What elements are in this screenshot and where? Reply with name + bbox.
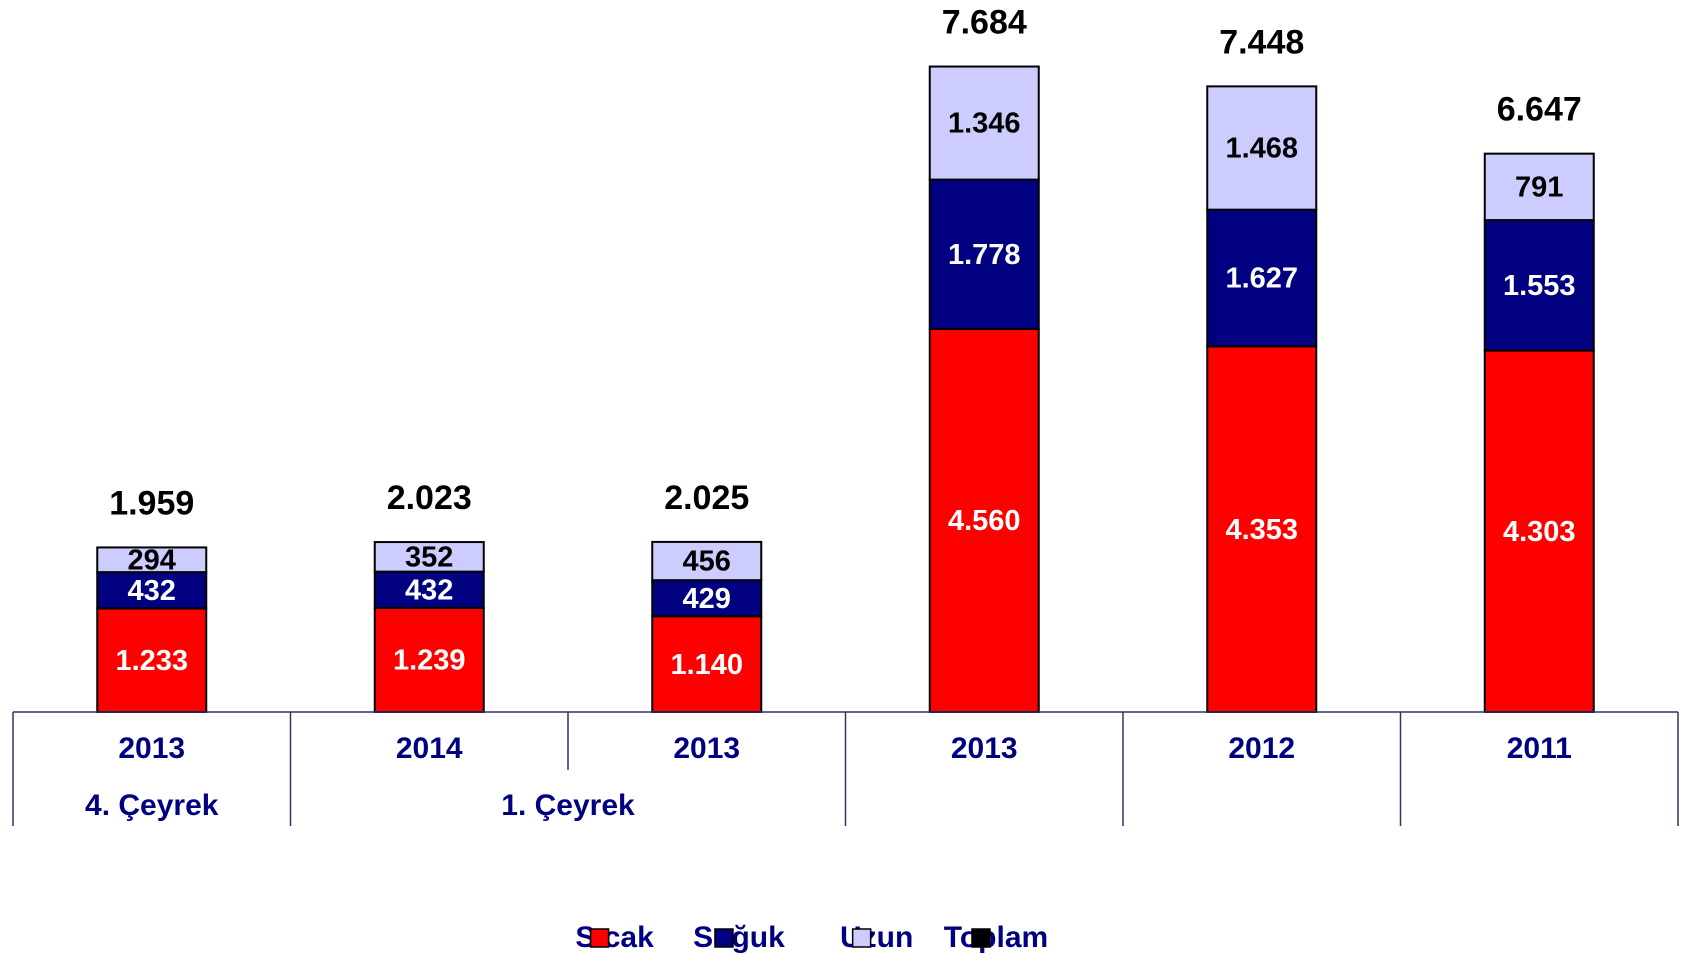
value-label: 432 bbox=[128, 575, 176, 607]
x-tick-label: 2014 bbox=[396, 732, 463, 765]
value-label: 4.353 bbox=[1225, 514, 1298, 546]
bar-segment bbox=[96, 571, 208, 610]
value-label: 432 bbox=[405, 574, 453, 606]
value-label: 791 bbox=[1515, 172, 1563, 204]
value-label: 429 bbox=[683, 583, 731, 615]
value-label: 1.140 bbox=[670, 649, 743, 681]
bar-segment bbox=[1483, 219, 1595, 352]
value-label: 1.778 bbox=[948, 239, 1021, 271]
bar-segment bbox=[651, 579, 763, 618]
group-label: 1. Çeyrek bbox=[501, 789, 635, 822]
bar-segment bbox=[373, 541, 485, 573]
legend-swatch bbox=[851, 928, 872, 948]
value-label: 294 bbox=[128, 544, 176, 576]
value-label: 1.553 bbox=[1503, 270, 1576, 302]
legend-label: Toplam bbox=[944, 921, 1048, 954]
x-tick-label: 2011 bbox=[1507, 732, 1572, 765]
total-label: 2.023 bbox=[387, 479, 472, 517]
value-label: 1.627 bbox=[1225, 263, 1298, 295]
legend-label: Soğuk bbox=[693, 921, 785, 954]
total-label: 6.647 bbox=[1497, 91, 1582, 129]
x-tick-label: 2013 bbox=[951, 732, 1018, 765]
bar-segment bbox=[96, 607, 208, 713]
bar-segment bbox=[1206, 345, 1318, 713]
value-label: 456 bbox=[683, 546, 731, 578]
bar-segment bbox=[928, 327, 1040, 713]
value-label: 4.560 bbox=[948, 505, 1021, 537]
total-label: 2.025 bbox=[664, 479, 749, 517]
total-label: 7.684 bbox=[942, 4, 1027, 42]
total-label: 1.959 bbox=[109, 484, 194, 522]
bar-segment bbox=[1483, 349, 1595, 713]
legend-label: Sıcak bbox=[575, 921, 654, 954]
total-label: 7.448 bbox=[1219, 23, 1304, 61]
bar-segment bbox=[1483, 152, 1595, 222]
x-tick-label: 2013 bbox=[673, 732, 740, 765]
value-label: 352 bbox=[405, 542, 453, 574]
bar-segment bbox=[928, 65, 1040, 181]
legend-swatch bbox=[971, 928, 991, 948]
legend-label: Uzun bbox=[840, 921, 913, 954]
value-label: 1.239 bbox=[393, 645, 466, 677]
value-label: 4.303 bbox=[1503, 516, 1576, 548]
bar-segment bbox=[928, 178, 1040, 330]
value-label: 1.468 bbox=[1225, 133, 1298, 165]
x-tick-label: 2013 bbox=[118, 732, 185, 765]
bar-segment bbox=[651, 540, 763, 582]
bar-segment bbox=[96, 546, 208, 574]
x-tick-label: 2012 bbox=[1228, 732, 1295, 765]
bar-segment bbox=[373, 606, 485, 714]
bar-segment bbox=[1206, 85, 1318, 211]
group-label: 4. Çeyrek bbox=[85, 789, 219, 822]
legend-swatch bbox=[589, 928, 610, 948]
legend-swatch bbox=[714, 928, 734, 948]
value-label: 1.346 bbox=[948, 108, 1021, 140]
value-label: 1.233 bbox=[115, 645, 188, 677]
